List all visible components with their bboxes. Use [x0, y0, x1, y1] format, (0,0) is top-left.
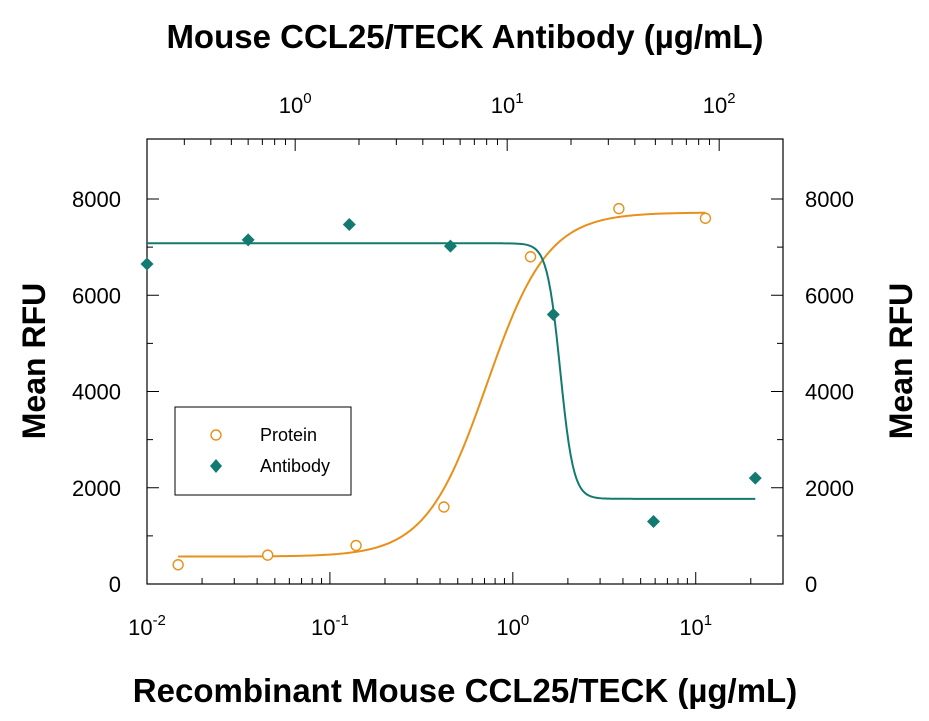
protein-point — [172, 559, 184, 571]
protein-point — [438, 501, 450, 513]
x2-tick-label: 100 — [279, 90, 312, 118]
legend: Protein Antibody — [174, 406, 352, 496]
y-right-tick-label: 4000 — [805, 380, 854, 405]
y-right-tick-label: 0 — [805, 572, 817, 597]
y-axis-title-right: Mean RFU — [883, 283, 919, 439]
y-left-tick-label: 0 — [109, 572, 121, 597]
y-right-tick-label: 8000 — [805, 187, 854, 212]
antibody-point — [342, 218, 356, 232]
antibody-point — [140, 257, 154, 271]
x-axis-title: Recombinant Mouse CCL25/TECK (µg/mL) — [133, 672, 797, 709]
protein-point — [613, 202, 625, 215]
top-axis-title: Mouse CCL25/TECK Antibody (µg/mL) — [166, 18, 763, 55]
fit-curves — [147, 211, 756, 558]
y-left-tick-label: 4000 — [72, 380, 121, 405]
legend-marker-antibody — [210, 459, 222, 473]
y-left-tick-label: 6000 — [72, 283, 121, 308]
data-points — [140, 202, 762, 571]
legend-label-protein: Protein — [260, 425, 317, 445]
plot-frame — [146, 138, 784, 585]
y-axis-title-left: Mean RFU — [16, 283, 52, 439]
x2-tick-label: 102 — [703, 90, 736, 118]
y-left-tick-label: 2000 — [72, 476, 121, 501]
antibody-point — [546, 308, 560, 321]
x-tick-label: 10-2 — [128, 612, 166, 640]
protein-point — [262, 549, 274, 561]
x2-tick-label: 101 — [491, 90, 524, 118]
y-left-tick-label: 8000 — [72, 187, 121, 212]
legend-label-antibody: Antibody — [260, 456, 330, 476]
antibody-point — [647, 514, 661, 528]
axis-ticks: 10-2 10-1 100 101 100 101 102 0 0 2000 2000 4000 400… — [72, 90, 854, 640]
protein-point — [699, 212, 712, 224]
y-right-tick-label: 2000 — [805, 476, 854, 501]
y-right-tick-label: 6000 — [805, 283, 854, 308]
x-tick-label: 10-1 — [311, 612, 349, 640]
x-tick-label: 101 — [679, 612, 712, 640]
x-tick-label: 100 — [496, 612, 529, 640]
legend-box — [174, 406, 352, 496]
protein-point — [524, 251, 537, 263]
antibody-point — [241, 233, 255, 247]
antibody-point — [443, 239, 457, 253]
protein-point — [350, 539, 362, 552]
legend-marker-protein — [210, 429, 222, 441]
antibody-point — [748, 471, 762, 485]
